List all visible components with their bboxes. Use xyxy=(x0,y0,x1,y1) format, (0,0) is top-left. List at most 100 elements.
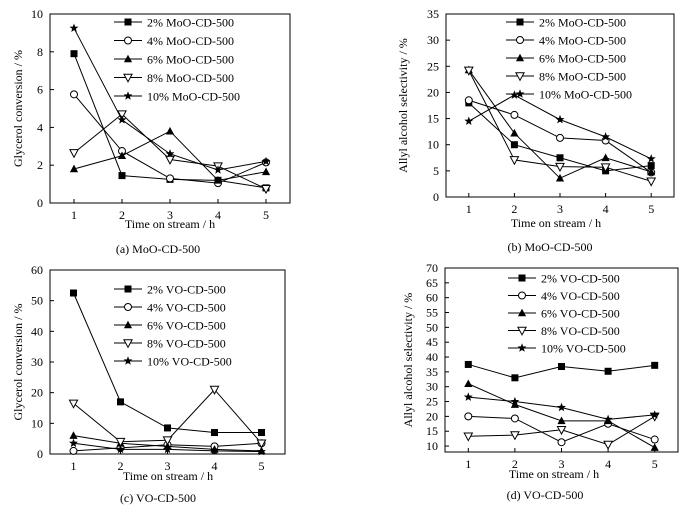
data-point xyxy=(117,110,127,120)
legend-marker xyxy=(516,36,524,44)
y-axis-label: Glycerol conversion / % xyxy=(11,50,25,167)
y-tick-label: 15 xyxy=(426,424,438,438)
legend-marker xyxy=(123,320,133,329)
data-point xyxy=(70,50,78,58)
legend-label: 10% MoO-CD-500 xyxy=(539,88,632,102)
series-1 xyxy=(70,289,265,437)
series-2 xyxy=(70,90,270,188)
data-point xyxy=(261,185,271,195)
legend-marker xyxy=(517,343,527,352)
legend: 2% VO-CD-500 4% VO-CD-500 6% VO-CD-500 8% V… xyxy=(114,283,232,369)
data-point xyxy=(511,374,519,382)
legend-label: 4% MoO-CD-500 xyxy=(147,34,234,48)
series-3 xyxy=(69,126,271,184)
data-point xyxy=(209,385,220,395)
panel-caption: (c) VO-CD-500 xyxy=(120,491,196,505)
y-tick-label: 5 xyxy=(433,164,439,178)
series-2 xyxy=(464,412,659,447)
data-point xyxy=(603,440,614,450)
legend-label: 2% MoO-CD-500 xyxy=(147,16,234,30)
legend-label: 8% VO-CD-500 xyxy=(541,324,620,338)
legend-label: 2% VO-CD-500 xyxy=(147,283,226,297)
data-point xyxy=(647,167,656,176)
x-tick-label: 5 xyxy=(263,208,269,222)
series-1 xyxy=(464,360,659,382)
panel-caption: (b) MoO-CD-500 xyxy=(508,240,593,254)
series-line xyxy=(73,94,267,184)
legend-marker xyxy=(124,18,132,26)
data-point xyxy=(257,446,266,456)
data-point xyxy=(557,438,566,447)
series-3 xyxy=(464,65,656,182)
data-point xyxy=(166,174,174,183)
legend-label: 6% MoO-CD-500 xyxy=(539,52,626,66)
legend-marker xyxy=(123,339,133,349)
x-tick-label: 3 xyxy=(559,457,565,471)
data-point xyxy=(555,162,565,173)
y-tick-label: 50 xyxy=(426,320,438,334)
y-tick-label: 40 xyxy=(426,350,438,364)
y-tick-label: 30 xyxy=(426,380,438,394)
x-tick-label: 1 xyxy=(71,208,77,222)
y-tick-label: 10 xyxy=(427,138,439,152)
data-point xyxy=(69,164,79,173)
data-point xyxy=(509,90,519,99)
data-point xyxy=(650,410,660,419)
legend: 2% MoO-CD-500 4% MoO-CD-500 6% MoO-CD-500 8… xyxy=(506,16,632,102)
series-4 xyxy=(463,66,657,187)
data-point xyxy=(600,163,611,173)
data-point xyxy=(601,153,610,162)
legend-label: 2% MoO-CD-500 xyxy=(539,16,626,30)
x-tick-label: 1 xyxy=(465,457,471,471)
y-tick-label: 40 xyxy=(31,324,43,338)
data-point xyxy=(509,431,520,441)
data-point xyxy=(210,446,219,455)
y-tick-label: 20 xyxy=(31,386,43,400)
y-tick-label: 0 xyxy=(37,447,43,461)
y-tick-label: 20 xyxy=(426,409,438,423)
data-point xyxy=(213,176,223,184)
data-point xyxy=(69,149,79,159)
data-point xyxy=(555,114,565,124)
data-point xyxy=(258,429,265,437)
y-tick-label: 70 xyxy=(426,261,438,275)
data-point xyxy=(69,446,78,455)
data-point xyxy=(162,436,173,446)
x-tick-label: 2 xyxy=(511,202,517,216)
panel-caption: (d) VO-CD-500 xyxy=(507,488,584,502)
legend-label: 8% MoO-CD-500 xyxy=(539,70,626,84)
legend-label: 8% MoO-CD-500 xyxy=(147,71,234,85)
legend-marker xyxy=(517,326,527,336)
y-tick-label: 45 xyxy=(426,335,438,349)
series-5 xyxy=(464,90,656,163)
data-point xyxy=(164,424,171,432)
data-point xyxy=(510,141,518,149)
series-line xyxy=(468,383,655,448)
data-point xyxy=(115,437,126,448)
series-5 xyxy=(463,392,660,424)
x-axis-label: Time on stream / h xyxy=(125,217,215,231)
y-tick-label: 10 xyxy=(31,416,43,430)
data-point xyxy=(510,396,520,406)
data-point xyxy=(650,443,659,451)
data-point xyxy=(261,167,271,176)
series-line xyxy=(468,94,652,160)
x-tick-label: 4 xyxy=(215,208,221,222)
data-point xyxy=(261,156,271,166)
series-3 xyxy=(464,379,659,451)
data-point xyxy=(646,177,657,187)
legend-marker xyxy=(515,53,525,62)
y-tick-label: 60 xyxy=(426,291,438,305)
data-point xyxy=(211,429,218,437)
x-tick-label: 1 xyxy=(466,202,472,216)
y-tick-label: 30 xyxy=(427,33,439,47)
data-point xyxy=(69,431,78,439)
data-point xyxy=(163,444,172,454)
series-4 xyxy=(463,412,660,450)
data-point xyxy=(510,400,519,408)
data-point xyxy=(464,360,472,368)
data-point xyxy=(555,173,565,182)
legend-marker xyxy=(124,303,132,311)
data-point xyxy=(510,110,519,119)
